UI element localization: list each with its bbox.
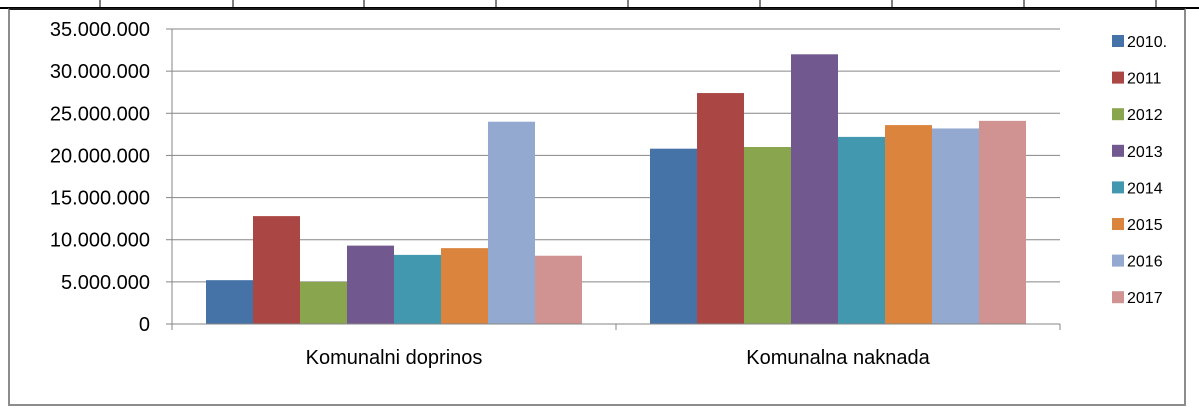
bar	[347, 245, 394, 324]
legend-label: 2015	[1127, 217, 1163, 234]
bar	[300, 281, 347, 324]
bar	[697, 93, 744, 324]
legend-swatch	[1112, 108, 1124, 121]
bar	[206, 280, 253, 324]
y-tick-label: 30.000.000	[50, 61, 150, 83]
bar	[394, 254, 441, 324]
bar	[253, 216, 300, 324]
y-tick-label: 10.000.000	[50, 230, 150, 252]
legend-swatch	[1112, 71, 1124, 84]
y-tick-label: 15.000.000	[50, 188, 150, 210]
legend-label: 2014	[1127, 180, 1163, 197]
legend-label: 2012	[1127, 107, 1163, 124]
bar	[744, 147, 791, 324]
legend-label: 2011	[1127, 71, 1162, 88]
bar	[650, 148, 697, 324]
legend-swatch	[1112, 291, 1124, 304]
bar	[885, 125, 932, 324]
legend-swatch	[1112, 218, 1124, 230]
legend-swatch	[1112, 254, 1124, 267]
bar	[932, 128, 979, 324]
legend-label: 2016	[1127, 254, 1163, 271]
bars	[206, 54, 1026, 325]
legend-swatch	[1112, 144, 1124, 157]
y-tick-label: 25.000.000	[50, 103, 150, 125]
bar	[838, 136, 885, 324]
x-category-labels: Komunalni doprinos Komunalna naknada	[306, 347, 931, 369]
x-category-label: Komunalni doprinos	[306, 347, 483, 369]
x-category-label: Komunalna naknada	[746, 347, 930, 369]
bar	[488, 121, 535, 324]
legend-label: 2010.	[1127, 34, 1167, 51]
legend-label: 2017	[1127, 290, 1163, 307]
y-tick-label: 0	[139, 314, 150, 336]
bar	[979, 120, 1026, 324]
y-tick-label: 35.000.000	[50, 19, 150, 41]
legend-swatch	[1112, 35, 1124, 47]
y-tick-label: 20.000.000	[50, 145, 150, 167]
bar	[441, 248, 488, 324]
bar	[535, 255, 582, 324]
legend-swatch	[1112, 181, 1124, 194]
bar	[791, 54, 838, 325]
axes	[166, 28, 1061, 330]
y-tick-labels: 0 5.000.000 10.000.000 15.000.000 20.000.000…	[50, 19, 150, 336]
legend: 2010. 2011 2012 2013 2014 2015 2016 2017	[1112, 34, 1167, 307]
y-tick-label: 5.000.000	[61, 272, 150, 294]
legend-label: 2013	[1127, 144, 1163, 161]
